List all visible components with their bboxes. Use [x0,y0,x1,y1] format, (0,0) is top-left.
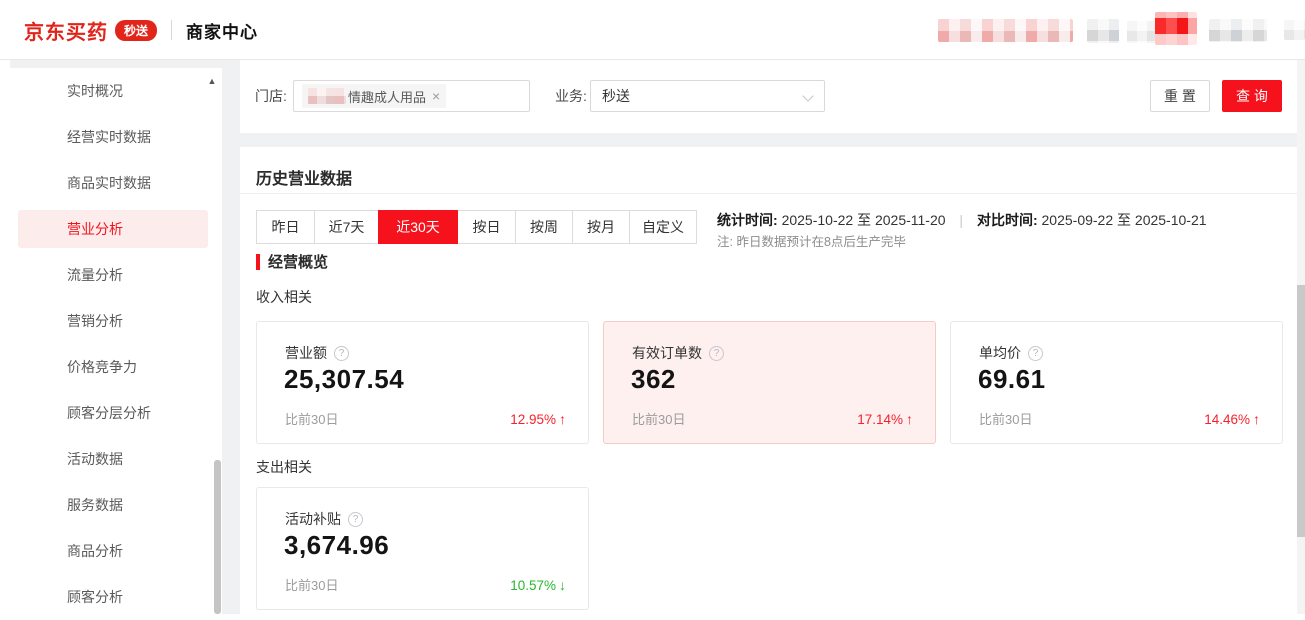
tab-yesterday[interactable]: 昨日 [256,210,315,244]
business-select[interactable]: 秒送 [590,80,825,112]
redacted-account-name [938,19,1073,42]
expense-cards-row: 活动补贴? 3,674.96 比前30日 10.57% ↓ [256,487,589,610]
left-gutter [0,60,10,614]
redacted-header-icon-2[interactable] [1127,21,1155,43]
sidebar-item-product-realtime[interactable]: 商品实时数据 [67,175,151,191]
up-arrow-icon: ↑ [559,410,566,427]
query-button[interactable]: 查 询 [1222,80,1282,112]
help-icon[interactable]: ? [1028,345,1043,361]
expense-group-label: 支出相关 [256,459,312,475]
tab-last-30-days[interactable]: 近30天 [378,210,458,244]
card-revenue-title: 营业额 [285,345,327,361]
statistics-time-line: 统计时间: 2025-10-22 至 2025-11-20 | 对比时间: 20… [717,210,1207,230]
sidebar-item-customer-analysis[interactable]: 顾客分析 [67,589,123,605]
card-revenue[interactable]: 营业额? 25,307.54 比前30日 12.95% ↑ [256,321,589,444]
store-select-input[interactable]: 情趣成人用品 × [293,80,530,112]
tab-by-day[interactable]: 按日 [457,210,516,244]
compare-period-label: 比前30日 [979,412,1033,427]
tag-close-icon[interactable]: × [432,88,441,104]
card-activity-subsidy[interactable]: 活动补贴? 3,674.96 比前30日 10.57% ↓ [256,487,589,610]
store-filter-label: 门店: [255,88,287,104]
tab-custom[interactable]: 自定义 [629,210,697,244]
sidebar-item-activity-data[interactable]: 活动数据 [67,451,123,467]
data-note: 注: 昨日数据预计在8点后生产完毕 [717,235,906,249]
stat-separator: | [959,212,964,228]
filter-row: 门店: 情趣成人用品 × 业务: 秒送 重 置 查 询 [240,80,1297,112]
up-arrow-icon: ↑ [1253,410,1260,427]
business-filter-label: 业务: [555,88,587,104]
compare-time-label: 对比时间: [976,212,1038,228]
history-data-panel: 历史营业数据 昨日 近7天 近30天 按日 按周 按月 自定义 统计时间: 20… [240,147,1297,614]
down-arrow-icon: ↓ [559,576,566,593]
stat-time-label: 统计时间: [717,212,778,228]
compare-time-value: 2025-09-22 至 2025-10-21 [1041,212,1207,228]
chevron-down-icon [802,90,814,102]
sidebar-item-realtime-overview[interactable]: 实时概况 [67,83,123,99]
sidebar-item-business-analysis[interactable]: 营业分析 [10,206,222,252]
compare-period-label: 比前30日 [632,412,686,427]
merchant-center-title: 商家中心 [186,22,259,42]
card-average-order-price-title: 单均价 [979,345,1021,361]
card-average-order-price-value: 69.61 [978,364,1046,394]
sidebar-item-traffic-analysis[interactable]: 流量分析 [67,267,123,283]
panel-divider [240,193,1297,194]
overview-section-title: 经营概览 [268,254,329,271]
store-tag: 情趣成人用品 × [302,84,447,108]
card-valid-orders-change: 17.14% [857,411,903,427]
date-range-tabs: 昨日 近7天 近30天 按日 按周 按月 自定义 [256,210,697,244]
redacted-avatar[interactable] [1155,12,1197,45]
sidebar-scrollbar-thumb[interactable] [214,460,221,614]
card-valid-orders-value: 362 [631,364,676,394]
sidebar-scroll-up-icon[interactable]: ▲ [207,76,217,86]
help-icon[interactable]: ? [334,345,349,361]
help-icon[interactable]: ? [348,511,363,527]
page-scrollbar-track[interactable] [1297,60,1305,614]
filter-panel: 门店: 情趣成人用品 × 业务: 秒送 重 置 查 询 [240,60,1297,133]
income-cards-row: 营业额? 25,307.54 比前30日 12.95% ↑ 有效订单数? 362 … [256,321,1283,444]
tab-by-week[interactable]: 按周 [515,210,573,244]
reset-button[interactable]: 重 置 [1150,80,1210,112]
up-arrow-icon: ↑ [906,410,913,427]
card-average-order-price[interactable]: 单均价? 69.61 比前30日 14.46% ↑ [950,321,1283,444]
top-header: 京东买药 秒送 商家中心 [0,0,1305,60]
card-activity-subsidy-value: 3,674.96 [284,530,390,560]
card-valid-orders[interactable]: 有效订单数? 362 比前30日 17.14% ↑ [603,321,936,444]
flash-delivery-badge: 秒送 [115,19,158,41]
stat-time-value: 2025-10-22 至 2025-11-20 [781,212,946,228]
compare-period-label: 比前30日 [285,578,339,593]
card-valid-orders-title: 有效订单数 [632,345,702,361]
help-icon[interactable]: ? [709,345,724,361]
redacted-header-edge [1284,20,1305,40]
jd-pharmacy-logo: 京东买药 [24,21,108,44]
income-group-label: 收入相关 [256,289,312,305]
active-item-highlight [18,210,208,248]
page-scrollbar-thumb[interactable] [1297,285,1305,537]
card-average-order-price-change: 14.46% [1204,411,1250,427]
compare-period-label: 比前30日 [285,412,339,427]
sidebar-item-customer-segmentation[interactable]: 顾客分层分析 [67,405,151,421]
sidebar-item-marketing-analysis[interactable]: 营销分析 [67,313,123,329]
sidebar-item-price-competitiveness[interactable]: 价格竞争力 [67,359,137,375]
tab-last-7-days[interactable]: 近7天 [314,210,379,244]
sidebar-nav: 实时概况 经营实时数据 商品实时数据 营业分析 流量分析 营销分析 价格竞争力 … [10,68,222,614]
redacted-header-icon-1[interactable] [1087,19,1119,43]
redacted-header-item[interactable] [1209,19,1267,42]
card-activity-subsidy-change: 10.57% [510,577,556,593]
sidebar-item-service-data[interactable]: 服务数据 [67,497,123,513]
sidebar-item-business-realtime[interactable]: 经营实时数据 [67,129,151,145]
tab-by-month[interactable]: 按月 [572,210,630,244]
brand-divider [171,20,173,40]
card-revenue-change: 12.95% [510,411,556,427]
redacted-store-prefix [308,88,346,104]
business-select-value: 秒送 [602,88,630,104]
brand-area: 京东买药 秒送 商家中心 [24,0,258,60]
section-red-bar [256,253,260,270]
sidebar-item-product-analysis[interactable]: 商品分析 [67,543,123,559]
store-tag-label: 情趣成人用品 [348,89,427,105]
overview-section-header: 经营概览 [256,251,328,272]
workspace: 实时概况 经营实时数据 商品实时数据 营业分析 流量分析 营销分析 价格竞争力 … [0,60,1305,614]
card-revenue-value: 25,307.54 [284,364,405,394]
panel-title: 历史营业数据 [256,171,353,188]
card-activity-subsidy-title: 活动补贴 [285,511,341,527]
